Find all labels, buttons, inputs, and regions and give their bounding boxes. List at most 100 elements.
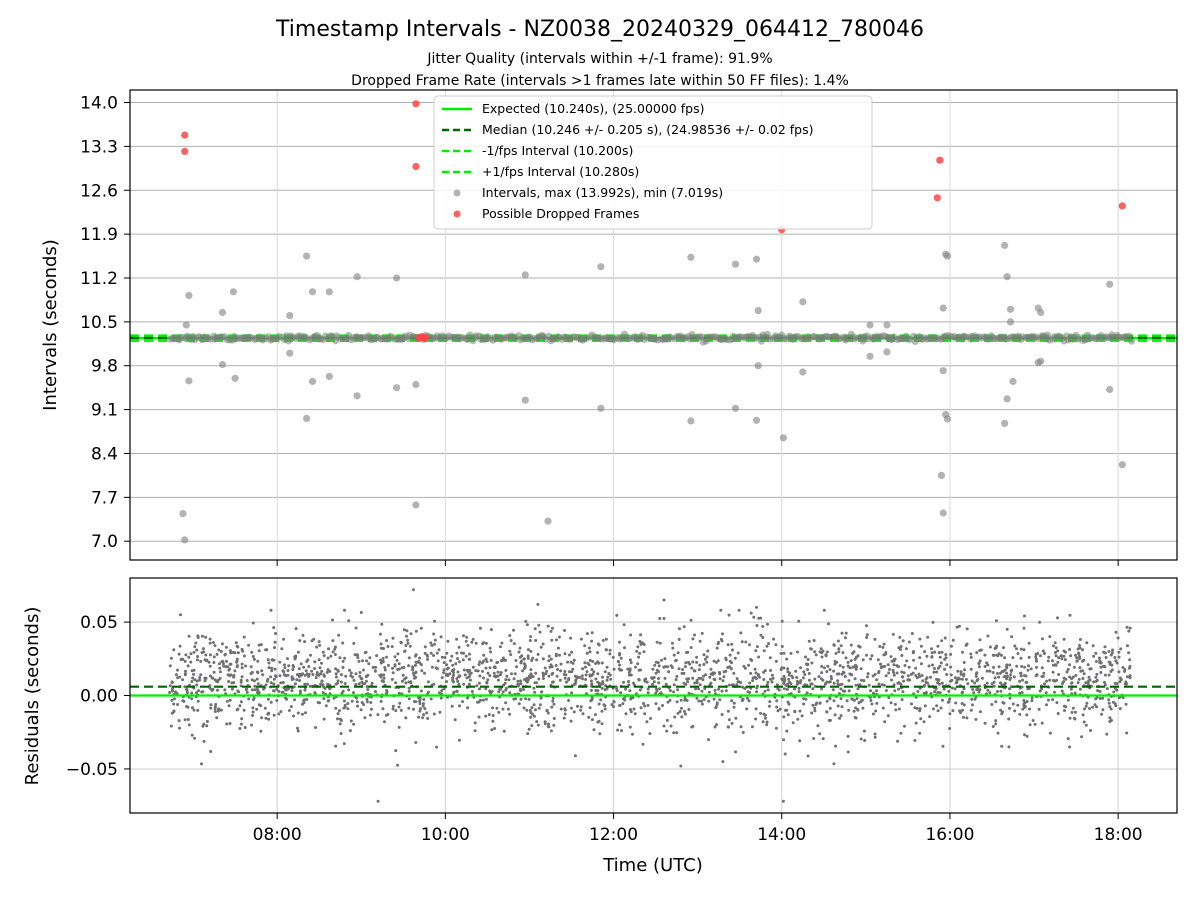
residual-point <box>490 728 494 732</box>
residual-point <box>485 680 489 684</box>
residual-point <box>941 744 945 748</box>
residual-point <box>508 712 512 716</box>
residual-point <box>432 682 436 686</box>
residual-point <box>304 711 307 715</box>
residual-point <box>741 731 745 734</box>
residual-point <box>259 704 263 708</box>
residual-point <box>471 665 475 669</box>
residual-point <box>629 633 633 637</box>
residual-point <box>303 698 307 702</box>
residual-point <box>1053 641 1057 645</box>
residual-point <box>178 726 181 730</box>
residual-point <box>832 669 836 673</box>
legend-label-median: Median (10.246 +/- 0.205 s), (24.98536 +… <box>482 122 813 137</box>
residual-point <box>671 646 675 650</box>
residual-point <box>958 677 962 681</box>
residual-point <box>563 629 567 632</box>
residual-point <box>220 642 224 646</box>
residual-point <box>290 675 294 679</box>
residual-point <box>185 687 189 691</box>
residual-point <box>774 659 778 663</box>
residual-point <box>382 673 386 677</box>
residual-point <box>629 710 633 714</box>
residual-point <box>303 640 307 644</box>
residual-point <box>621 702 625 706</box>
residual-point <box>785 687 789 691</box>
residual-point <box>918 637 922 641</box>
residual-point <box>680 671 684 675</box>
residual-point <box>454 662 458 666</box>
residual-point <box>477 663 481 666</box>
residual-point <box>657 664 661 668</box>
residual-point <box>1048 731 1052 735</box>
residual-point <box>414 741 418 744</box>
residual-point <box>1002 701 1006 705</box>
residual-point <box>534 639 538 642</box>
residual-point <box>906 674 910 678</box>
residual-point <box>978 638 982 642</box>
residual-point <box>504 688 508 692</box>
residual-point <box>860 698 864 702</box>
residual-point <box>835 660 839 664</box>
residual-point <box>920 674 924 677</box>
residual-point <box>418 656 421 660</box>
residual-point <box>342 699 346 703</box>
residual-point <box>296 726 299 730</box>
residual-point <box>931 707 935 711</box>
residual-point <box>405 634 408 638</box>
residual-point <box>251 706 255 710</box>
residual-point <box>1025 680 1029 684</box>
residual-point <box>546 711 550 715</box>
residual-point <box>1070 681 1074 685</box>
residual-point <box>1113 656 1117 659</box>
residual-point <box>195 679 199 683</box>
residual-point <box>328 669 332 673</box>
residual-point <box>779 652 783 655</box>
residual-point <box>247 643 251 647</box>
residual-point <box>1056 660 1060 664</box>
residual-point <box>394 709 398 713</box>
residual-point <box>267 666 271 670</box>
residual-point <box>356 704 359 708</box>
x-tick-label: 18:00 <box>1094 825 1143 845</box>
residual-point <box>291 668 295 672</box>
residual-point <box>337 633 341 637</box>
residual-point <box>200 762 203 766</box>
interval-point <box>799 368 807 376</box>
residual-point <box>837 647 841 651</box>
residual-point <box>552 723 556 727</box>
residual-point <box>183 685 187 689</box>
residual-point <box>433 619 437 623</box>
residual-point <box>259 729 263 733</box>
residual-point <box>883 720 887 724</box>
residual-point <box>865 633 869 637</box>
residual-point <box>365 659 369 663</box>
residual-point <box>950 686 954 690</box>
interval-point <box>752 255 761 263</box>
residual-point <box>938 655 942 659</box>
residual-point <box>600 709 604 713</box>
residual-point <box>583 665 587 669</box>
residual-point <box>1125 682 1129 686</box>
residual-point <box>443 656 447 659</box>
residual-point <box>213 644 217 648</box>
residual-point <box>379 699 383 703</box>
residual-point <box>352 641 356 645</box>
residual-point <box>178 644 182 648</box>
residual-point <box>298 691 302 695</box>
residuals-reference-lines <box>130 685 1177 697</box>
residual-point <box>911 651 915 655</box>
residual-point <box>541 642 545 646</box>
residual-point <box>215 716 219 720</box>
residual-point <box>709 681 713 685</box>
residual-point <box>1002 646 1005 650</box>
residual-point <box>501 707 505 711</box>
residual-point <box>414 675 418 679</box>
residual-point <box>1005 677 1009 681</box>
residual-point <box>845 699 849 703</box>
residual-point <box>810 682 813 686</box>
residual-point <box>257 649 261 653</box>
residual-point <box>788 680 791 684</box>
residual-point <box>209 703 213 707</box>
residual-point <box>597 702 601 706</box>
